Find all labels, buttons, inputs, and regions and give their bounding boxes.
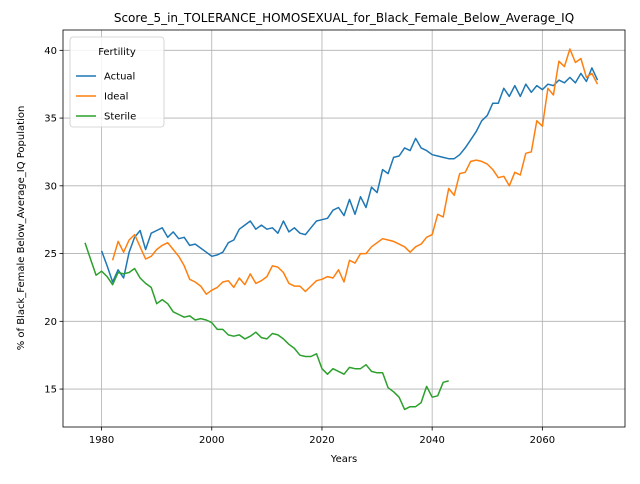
x-axis-ticks: 1980 2000 2020 2040 2060 [89,427,555,446]
y-tick-label: 15 [44,385,57,396]
series-lines [84,48,599,411]
y-tick-label: 40 [44,46,57,57]
legend-items: Actual Ideal Sterile [76,72,136,123]
y-tick-label: 25 [44,249,57,260]
x-axis-label: Years [330,454,357,465]
series-line-actual [100,67,599,283]
y-tick-label: 35 [44,114,57,125]
y-tick-label: 20 [44,317,57,328]
series-line-ideal [111,48,599,295]
legend-label-ideal: Ideal [104,92,128,103]
x-tick-label: 2020 [309,435,334,446]
legend-box [69,36,165,128]
legend-title: Fertility [98,47,136,58]
chart-title: Score_5_in_TOLERANCE_HOMOSEXUAL_for_Blac… [114,11,574,25]
grid [63,30,625,427]
series-line-sterile [84,242,449,411]
y-axis-label: % of Black_Female Below_Average_IQ Popul… [16,106,27,351]
x-tick-label: 2000 [199,435,224,446]
legend-label-sterile: Sterile [104,112,136,123]
x-tick-label: 1980 [89,435,114,446]
x-tick-label: 2040 [419,435,444,446]
legend-label-actual: Actual [104,72,135,83]
legend: Fertility Actual Ideal Sterile [69,36,165,128]
x-tick-label: 2060 [530,435,555,446]
y-tick-label: 30 [44,181,57,192]
y-axis-ticks: 15 20 25 30 35 40 [44,46,63,396]
plot-frame [62,29,626,428]
